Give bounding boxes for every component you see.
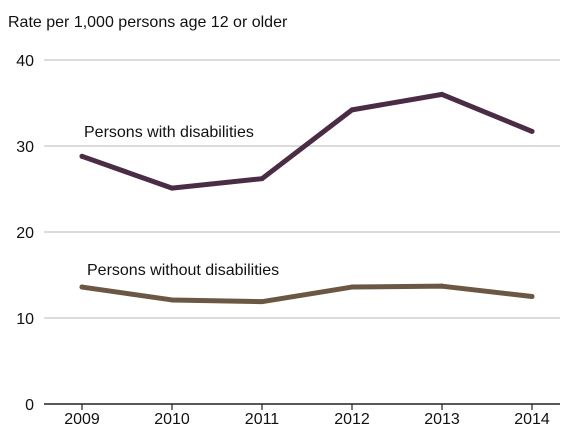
y-axis-ticks: 0 10 20 30 40 xyxy=(16,53,34,414)
x-tick-label: 2009 xyxy=(64,411,100,428)
y-tick-label: 20 xyxy=(16,225,34,242)
y-tick-label: 30 xyxy=(16,139,34,156)
y-axis-label: Rate per 1,000 persons age 12 or older xyxy=(8,14,288,31)
series-labels: Persons with disabilities Persons without… xyxy=(84,124,279,279)
x-tick-label: 2012 xyxy=(334,411,370,428)
x-tick-label: 2011 xyxy=(245,411,280,428)
series-line-1 xyxy=(79,283,535,305)
data-point xyxy=(169,297,175,303)
series-line-0 xyxy=(79,91,535,191)
data-point xyxy=(349,284,355,290)
data-point xyxy=(529,294,535,299)
y-tick-label: 10 xyxy=(16,311,34,328)
x-tick-label: 2014 xyxy=(514,411,550,428)
data-point xyxy=(439,91,445,97)
data-point xyxy=(259,176,265,182)
data-point xyxy=(79,153,85,159)
series-lines xyxy=(79,91,535,305)
data-point xyxy=(529,128,535,134)
series-label-1: Persons without disabilities xyxy=(87,262,279,279)
x-tick-label: 2010 xyxy=(154,411,190,428)
series-label-0: Persons with disabilities xyxy=(84,124,254,141)
x-tick-label: 2013 xyxy=(424,411,460,428)
data-point xyxy=(169,185,175,191)
y-tick-label: 40 xyxy=(16,53,34,70)
data-point xyxy=(79,284,85,290)
data-point xyxy=(439,283,445,289)
x-axis-ticks: 2009 2010 2011 2012 2013 2014 xyxy=(64,404,550,428)
data-point xyxy=(349,107,355,113)
y-tick-label: 0 xyxy=(25,397,34,414)
data-point xyxy=(259,299,265,305)
gridlines xyxy=(44,59,560,405)
